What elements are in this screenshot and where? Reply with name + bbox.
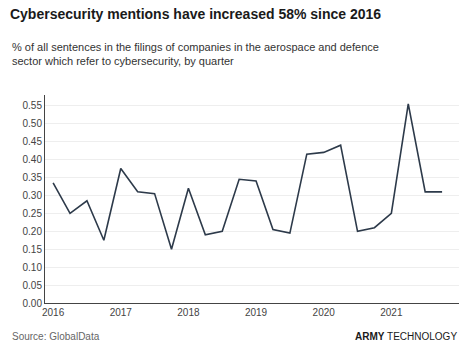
svg-text:0.45: 0.45 <box>23 136 43 147</box>
svg-text:0.10: 0.10 <box>23 262 43 273</box>
svg-text:0.25: 0.25 <box>23 208 43 219</box>
svg-text:Source: GlobalData: Source: GlobalData <box>12 331 100 342</box>
svg-text:0.50: 0.50 <box>23 118 43 129</box>
svg-text:0.15: 0.15 <box>23 244 43 255</box>
svg-text:2019: 2019 <box>245 307 268 318</box>
svg-text:0.40: 0.40 <box>23 154 43 165</box>
svg-text:0.20: 0.20 <box>23 226 43 237</box>
svg-text:ARMY TECHNOLOGY: ARMY TECHNOLOGY <box>355 331 457 342</box>
svg-text:2017: 2017 <box>110 307 133 318</box>
svg-text:2016: 2016 <box>42 307 65 318</box>
svg-text:0.30: 0.30 <box>23 190 43 201</box>
svg-text:0.05: 0.05 <box>23 280 43 291</box>
svg-text:Cybersecurity mentions have in: Cybersecurity mentions have increased 58… <box>10 6 381 22</box>
svg-text:0.00: 0.00 <box>23 298 43 309</box>
svg-text:2020: 2020 <box>313 307 336 318</box>
svg-text:% of all sentences in the fili: % of all sentences in the filings of com… <box>12 41 379 67</box>
svg-text:0.35: 0.35 <box>23 172 43 183</box>
svg-text:0.55: 0.55 <box>23 100 43 111</box>
svg-text:2018: 2018 <box>177 307 200 318</box>
svg-text:2021: 2021 <box>380 307 403 318</box>
